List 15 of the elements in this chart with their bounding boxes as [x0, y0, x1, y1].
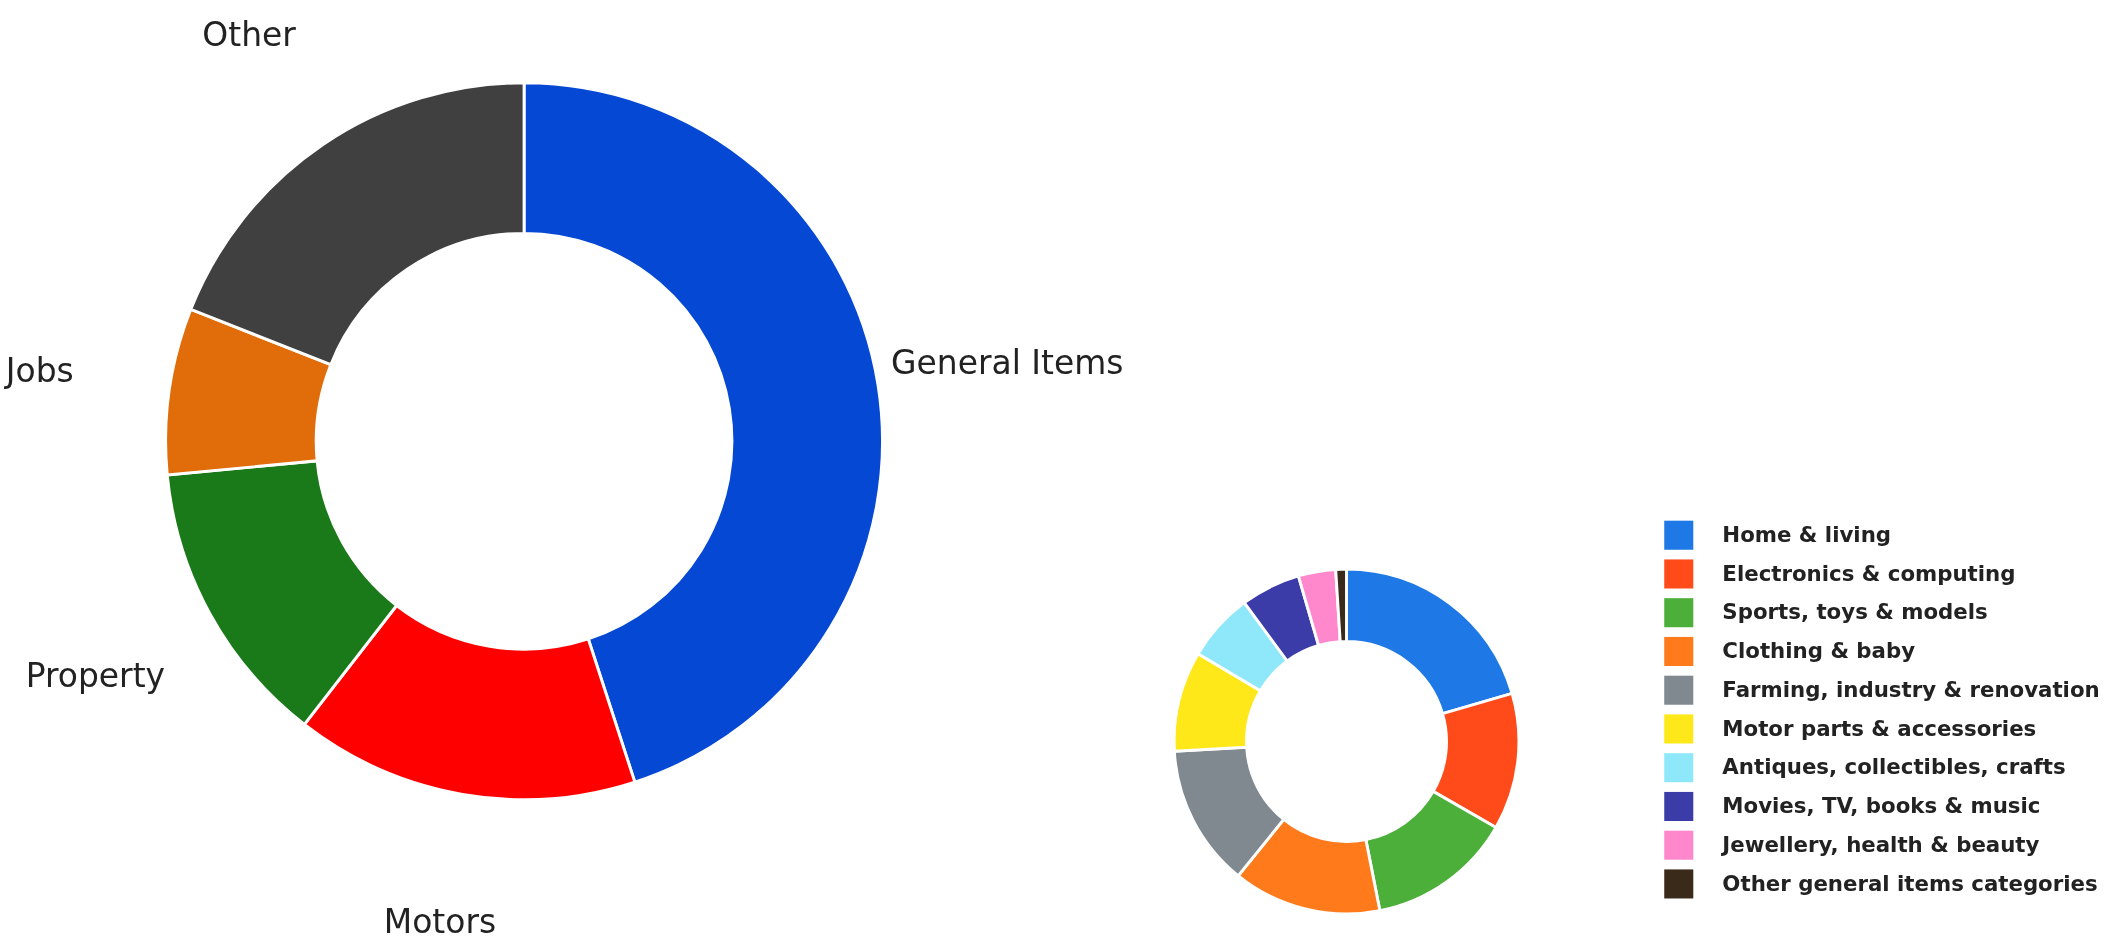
- legend-label: Sports, toys & models: [1722, 599, 1988, 625]
- slice-label: Property: [25, 655, 166, 695]
- slice-label: Jobs: [3, 351, 74, 391]
- legend-label: Home & living: [1722, 522, 1892, 547]
- slice-label: General Items: [891, 343, 1124, 383]
- legend-label: Antiques, collectibles, crafts: [1722, 754, 2066, 780]
- legend-label: Jewellery, health & beauty: [1720, 831, 2040, 857]
- slice-label: Motors: [383, 901, 497, 941]
- legend-label: Clothing & baby: [1722, 638, 1916, 664]
- legend-label: Movies, TV, books & music: [1722, 793, 2041, 819]
- legend-label: Other general items categories: [1722, 870, 2098, 896]
- legend-label: Electronics & computing: [1722, 560, 2016, 586]
- legend-label: Farming, industry & renovation: [1722, 676, 2100, 702]
- legend-label: Motor parts & accessories: [1722, 715, 2037, 741]
- slice-label: Other: [202, 15, 297, 55]
